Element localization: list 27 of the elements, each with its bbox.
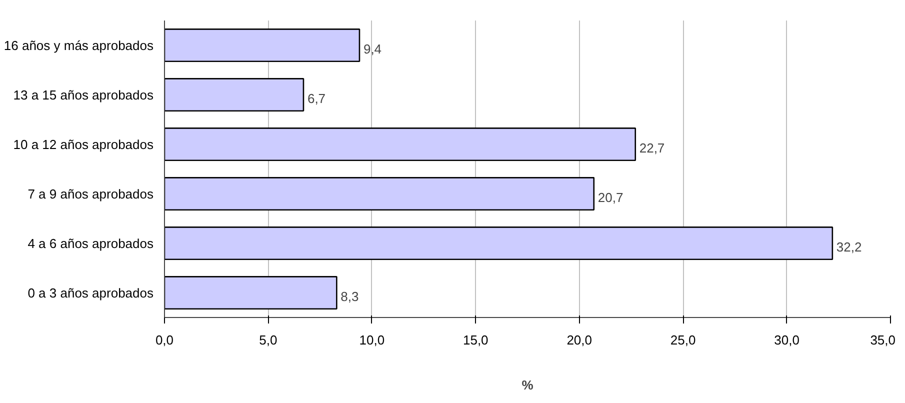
bar bbox=[164, 226, 834, 260]
data-label: 22,7 bbox=[639, 140, 665, 156]
y-tick-label: 4 a 6 años aprobados bbox=[28, 236, 154, 251]
bar bbox=[164, 128, 636, 161]
bar bbox=[164, 28, 360, 62]
y-tick-label: 13 a 15 años aprobados bbox=[13, 87, 154, 102]
y-tick-label: 0 a 3 años aprobados bbox=[28, 285, 154, 300]
bar bbox=[164, 177, 595, 210]
x-tick-label: 30,0 bbox=[774, 332, 800, 348]
data-label: 32,2 bbox=[836, 239, 862, 254]
data-label: 20,7 bbox=[598, 190, 624, 205]
x-tick-label: 20,0 bbox=[566, 332, 592, 348]
x-tick-label: 10,0 bbox=[359, 332, 385, 348]
x-tick-label: 15,0 bbox=[462, 332, 488, 348]
x-axis-title: % bbox=[522, 378, 534, 392]
x-tick-label: 5,0 bbox=[259, 332, 278, 348]
y-tick-label: 10 a 12 años aprobados bbox=[13, 136, 154, 152]
bar bbox=[164, 276, 338, 310]
data-label: 6,7 bbox=[307, 90, 326, 106]
data-label: 8,3 bbox=[340, 288, 359, 304]
x-tick-label: 0,0 bbox=[155, 332, 174, 348]
data-label: 9,4 bbox=[363, 41, 382, 56]
bar bbox=[164, 78, 304, 112]
x-tick-label: 25,0 bbox=[670, 332, 696, 348]
y-tick-label: 16 años y más aprobados bbox=[4, 38, 154, 53]
x-tick-label: 35,0 bbox=[870, 332, 896, 348]
y-tick-label: 7 a 9 años aprobados bbox=[28, 186, 154, 202]
